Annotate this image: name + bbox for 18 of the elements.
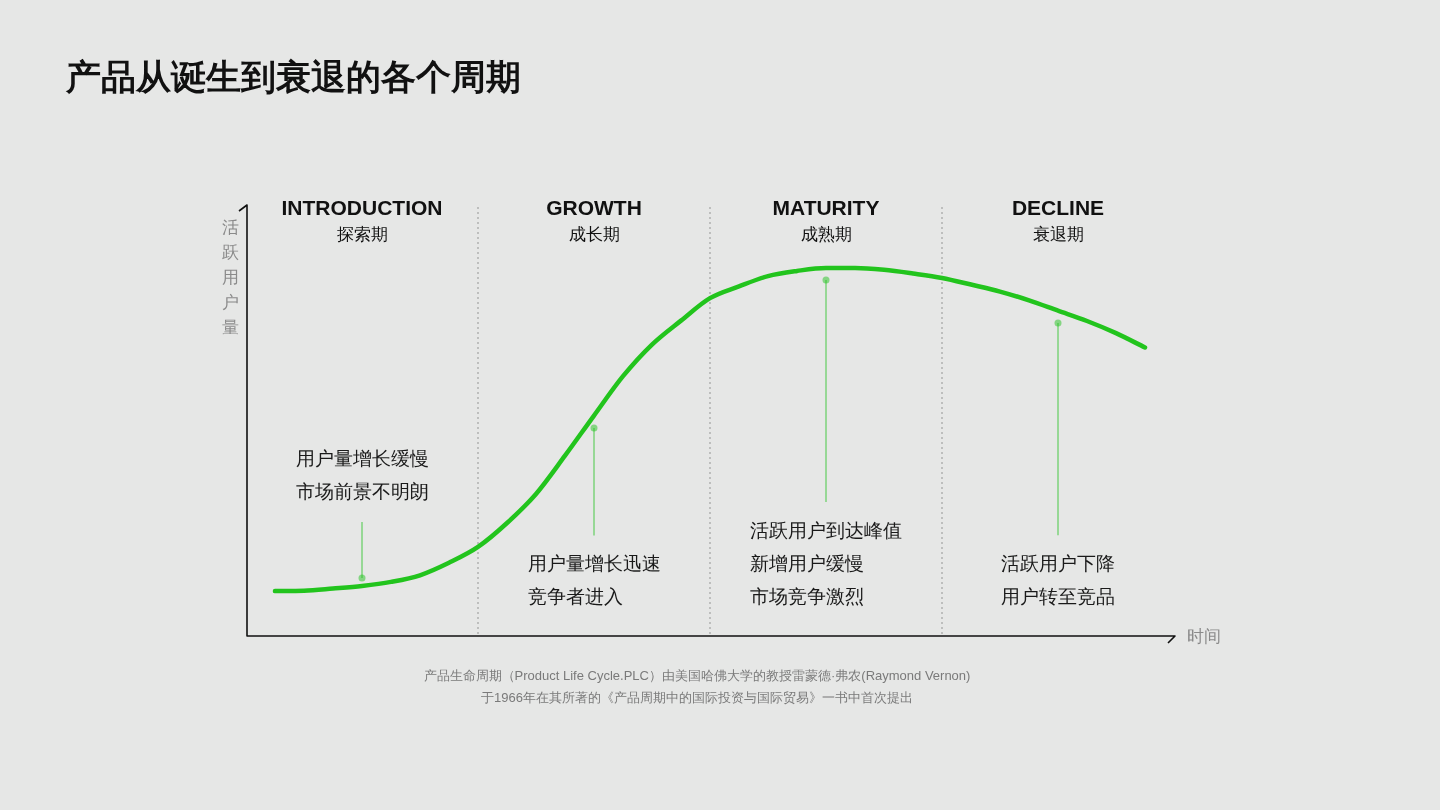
annotation: 新增用户缓慢 (750, 553, 864, 575)
annotation: 用户量增长缓慢 (295, 448, 429, 470)
x-tick-label: INTRODUCTION 探索期 (281, 195, 443, 244)
chart-title: 产品从诞生到衰退的各个周期 (66, 56, 521, 98)
x-tick-label: MATURITY 成熟期 (772, 195, 880, 244)
annotation: 用户量增长迅速 (527, 553, 661, 575)
text: 产品生命周期（Product Life Cycle.PLC）由美国哈佛大学的教授雷蒙德·弗农(Raymond Vernon) (422, 667, 972, 685)
text: 于1966年在其所著的《产品周期中的国际投资与国际贸易》一书中首次提出 (480, 689, 914, 707)
annotation: 活跃用户到达峰值 (750, 520, 902, 542)
x-tick-label: GROWTH 成长期 (546, 195, 642, 244)
annotation: 市场前景不明朗 (295, 481, 429, 503)
annotation: 竞争者进入 (527, 586, 623, 608)
annotation: 市场竞争激烈 (750, 586, 864, 608)
x-tick-label: DECLINE 衰退期 (1011, 195, 1105, 244)
annotation: 活跃用户下降 (1001, 553, 1115, 575)
y-axis-title: 活跃用户量 (221, 217, 239, 337)
x-axis-title: 时间 (1187, 626, 1221, 646)
annotation: 用户转至竞品 (1001, 586, 1115, 608)
